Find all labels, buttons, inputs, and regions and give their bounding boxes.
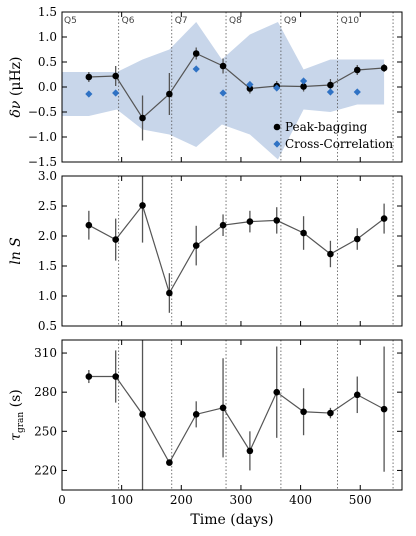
y-axis-label: ln S <box>8 237 24 265</box>
data-point <box>246 447 254 455</box>
quarter-label-Q8: Q8 <box>229 16 242 26</box>
cross-correlation-point <box>85 90 93 98</box>
data-point <box>246 218 254 225</box>
data-point <box>192 50 200 57</box>
y-axis-label-sub: gran <box>16 412 26 433</box>
data-point <box>327 409 334 417</box>
data-point <box>219 404 227 412</box>
y-tick-label: 220 <box>34 463 57 477</box>
panel-1: Q5 Q6 Q7 Q8 Q9 Q10 −1.5 −1.0 −0.5 0.0 0.5 1.0 1.5 δν … <box>8 5 403 169</box>
quarter-label-Q6: Q6 <box>122 16 135 26</box>
data-point <box>139 202 146 209</box>
legend-marker-peak-bagging <box>273 123 281 131</box>
quarter-label-Q10: Q10 <box>341 16 360 26</box>
y-tick-label: 1.5 <box>38 5 57 19</box>
axes-frame <box>61 339 403 491</box>
cross-correlation-point <box>192 65 200 73</box>
data-point <box>166 289 173 297</box>
x-axis-label: Time (days) <box>190 512 273 528</box>
y-tick-label: 0.5 <box>38 55 57 69</box>
series-line <box>88 375 385 464</box>
data-point <box>380 405 388 413</box>
cross-correlation-point <box>273 84 281 92</box>
panel-3: 220 250 280 310 0 100 200 300 400 500 τgran (s) Tim… <box>8 339 403 528</box>
data-point <box>85 221 93 229</box>
x-tick-label: 0 <box>58 493 66 507</box>
x-tick-label: 500 <box>349 493 372 507</box>
y-tick-label: 310 <box>34 346 57 360</box>
data-point <box>273 388 281 396</box>
data-point <box>85 73 93 81</box>
legend-label-peak-bagging: Peak-bagging <box>285 120 368 134</box>
y-axis-label-main: τ <box>8 433 24 441</box>
y-tick-label: −1.0 <box>28 130 57 144</box>
legend-marker-cross-correlation <box>273 140 281 148</box>
data-point <box>139 114 146 122</box>
y-tick-label: 1.0 <box>38 289 57 303</box>
x-tick-label: 300 <box>229 493 252 507</box>
y-tick-label: −1.5 <box>28 155 57 169</box>
data-point <box>353 235 361 243</box>
y-tick-label: 3.0 <box>38 169 57 183</box>
panel-2: 0.5 1.0 1.5 2.0 2.5 3.0 ln S <box>8 169 403 333</box>
series-line <box>88 52 385 119</box>
y-tick-label: 0.5 <box>38 319 57 333</box>
y-tick-label: 2.0 <box>38 229 57 243</box>
data-point <box>112 373 119 380</box>
y-axis-label: δν (μHz) <box>8 56 24 117</box>
data-point <box>300 229 307 237</box>
y-tick-label: 280 <box>34 385 57 399</box>
quarter-label-Q7: Q7 <box>175 16 188 26</box>
quarter-label-Q9: Q9 <box>284 16 297 26</box>
y-tick-label: 1.5 <box>38 259 57 273</box>
data-point <box>192 242 200 249</box>
data-point <box>219 62 227 70</box>
legend: Peak-bagging Cross-Correlation <box>273 120 393 151</box>
data-point <box>246 85 254 92</box>
data-point <box>139 411 146 418</box>
cross-correlation-point <box>299 77 308 85</box>
cross-correlation-point <box>353 88 361 96</box>
y-axis-label-main: δν <box>8 100 24 117</box>
cross-correlation-point <box>326 88 335 96</box>
cross-correlation-point <box>112 89 120 97</box>
y-axis-label-unit: (μHz) <box>8 56 24 100</box>
data-point <box>300 408 307 416</box>
data-point <box>192 411 200 418</box>
data-point <box>166 90 173 98</box>
data-point <box>380 64 388 72</box>
x-tick-label: 400 <box>289 493 312 507</box>
y-axis-label-main: ln <box>8 251 24 265</box>
quarter-label-Q5: Q5 <box>64 16 77 26</box>
y-tick-label: 2.5 <box>38 199 57 213</box>
data-point <box>273 217 281 224</box>
data-point <box>300 83 307 90</box>
data-point <box>327 250 334 258</box>
y-tick-label: 1.0 <box>38 30 57 44</box>
data-point <box>353 66 361 74</box>
x-tick-label: 200 <box>170 493 193 507</box>
y-tick-label: 250 <box>34 424 57 438</box>
data-point <box>380 215 388 222</box>
data-point <box>219 221 227 229</box>
y-axis-label-unit: (s) <box>8 389 24 412</box>
y-tick-label: 0.0 <box>38 80 57 94</box>
series-line <box>88 204 385 295</box>
data-point <box>112 72 119 80</box>
legend-label-cross-correlation: Cross-Correlation <box>285 137 393 151</box>
cross-correlation-point <box>219 89 227 97</box>
axes-frame <box>61 175 403 327</box>
data-point <box>327 81 334 89</box>
y-axis-label: τgran (s) <box>8 389 26 441</box>
y-axis-label-var: S <box>8 237 24 251</box>
data-point <box>353 391 361 399</box>
y-tick-label: −0.5 <box>28 105 57 119</box>
data-point <box>112 236 119 243</box>
x-tick-label: 100 <box>110 493 133 507</box>
data-point <box>85 373 93 380</box>
data-point <box>166 459 173 466</box>
cross-correlation-point <box>246 80 254 89</box>
